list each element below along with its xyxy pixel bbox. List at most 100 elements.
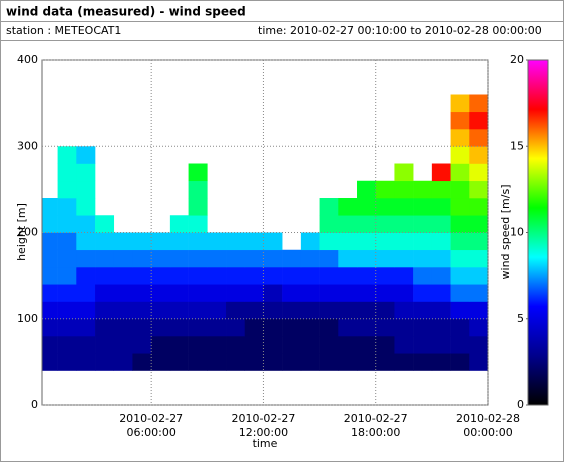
x-tick-label: 00:00:00 [463,426,512,439]
heatmap-cell [95,353,115,371]
heatmap-cell [188,249,208,268]
heatmap-cell [357,232,377,251]
heatmap-cell [57,180,77,199]
heatmap-cell [282,301,302,320]
heatmap-cell [169,353,189,371]
heatmap-cell [132,284,152,302]
heatmap-cell [151,318,171,337]
heatmap-cell [450,215,470,233]
heatmap-cell [113,353,133,371]
heatmap-cell [375,198,395,216]
heatmap-cell [188,267,208,285]
heatmap-cell [188,301,208,320]
heatmap-cell [319,353,339,371]
heatmap-cell [76,163,96,182]
heatmap-cell [263,318,283,337]
heatmap-cell [113,284,133,302]
heatmap-cell [300,301,320,320]
heatmap-cell [394,353,414,371]
heatmap-cell [132,249,152,268]
heatmap-cell [76,318,96,337]
heatmap-cell [42,284,58,302]
heatmap-cell [375,180,395,199]
heatmap-cell [469,163,489,182]
heatmap-cell [169,318,189,337]
heatmap-cell [375,232,395,251]
heatmap-cell [151,301,171,320]
heatmap-cell [375,284,395,302]
heatmap-cell [95,284,115,302]
heatmap-cell [469,232,489,251]
colorbar-label: wind speed [m/s] [499,185,512,280]
heatmap-cell [450,94,470,113]
heatmap-cell [188,215,208,233]
heatmap-cell [244,267,264,285]
heatmap-cell [431,301,451,320]
y-tick-label: 0 [31,398,38,411]
heatmap-cell [151,232,171,251]
heatmap-cell [226,318,246,337]
heatmap-cell [357,353,377,371]
heatmap-cell [431,232,451,251]
heatmap-cell [338,198,358,216]
colorbar-tick-label: 20 [510,53,524,66]
heatmap-cell [188,353,208,371]
heatmap-cell [132,232,152,251]
heatmap-cell [394,163,414,182]
heatmap-cell [375,267,395,285]
heatmap-cell [282,318,302,337]
heatmap-cell [394,180,414,199]
heatmap-cell [469,301,489,320]
heatmap-cell [57,301,77,320]
heatmap-cell [319,249,339,268]
colorbar-tick-label: 15 [510,139,524,152]
heatmap-cell [338,301,358,320]
heatmap-cell [282,284,302,302]
heatmap-cell [319,301,339,320]
heatmap-cell [42,215,58,233]
heatmap-cell [57,267,77,285]
heatmap-cell [76,215,96,233]
heatmap-cell [132,336,152,354]
heatmap-cell [263,353,283,371]
heatmap-cell [244,232,264,251]
heatmap-cell [413,318,433,337]
heatmap-cell [42,353,58,371]
heatmap-cell [431,215,451,233]
heatmap-cell [319,267,339,285]
heatmap-cell [450,129,470,147]
heatmap-cell [450,249,470,268]
heatmap-cell [244,353,264,371]
heatmap-cell [188,318,208,337]
heatmap-cell [450,180,470,199]
heatmap-cell [226,336,246,354]
heatmap-cell [207,232,227,251]
heatmap-cell [338,284,358,302]
heatmap-cell [469,111,489,130]
time-range: time: 2010-02-27 00:10:00 to 2010-02-28 … [258,24,542,37]
heatmap-cell [300,267,320,285]
heatmap-cell [282,249,302,268]
heatmap-cell [226,267,246,285]
heatmap-cell [169,284,189,302]
x-tick-label: 18:00:00 [351,426,400,439]
heatmap-cell [357,318,377,337]
heatmap-cell [469,94,489,113]
colorbar [527,59,549,406]
heatmap-cell [300,232,320,251]
heatmap-cell [338,267,358,285]
heatmap-cell [226,353,246,371]
heatmap-cell [169,336,189,354]
heatmap-cell [132,267,152,285]
heatmap-cell [207,284,227,302]
heatmap-cell [76,301,96,320]
heatmap-cell [469,215,489,233]
heatmap-cell [375,249,395,268]
heatmap-cell [431,353,451,371]
heatmap-cell [450,163,470,182]
heatmap-cell [450,267,470,285]
heatmap-cell [431,267,451,285]
heatmap-cell [113,301,133,320]
heatmap-cell [450,198,470,216]
heatmap-cell [469,318,489,337]
